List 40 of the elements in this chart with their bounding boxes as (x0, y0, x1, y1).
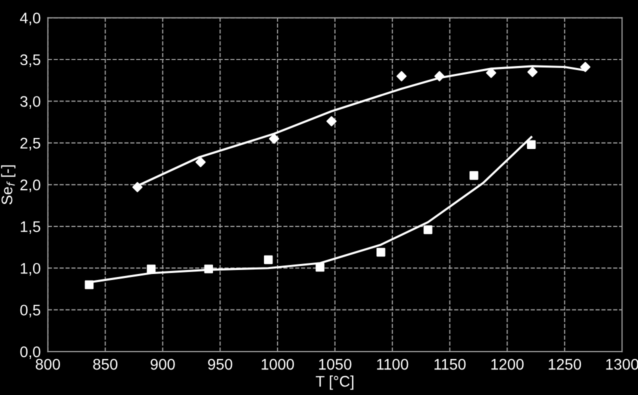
point (527, 66, 538, 78)
point (396, 71, 407, 82)
y-tick-label: 0,5 (20, 304, 40, 318)
x-tick-label: 950 (208, 358, 232, 370)
x-tick-label: 1100 (377, 358, 408, 370)
y-tick-label: 2,0 (20, 180, 40, 192)
x-tick-label: 1200 (491, 358, 524, 370)
y-tick-label: 1,5 (20, 221, 40, 234)
y-tick-label: 0,0 (20, 346, 40, 360)
point (264, 255, 273, 264)
point (486, 68, 496, 78)
x-tick-label: 1300 (606, 358, 638, 370)
x-tick-label: 800 (36, 358, 60, 370)
point (434, 71, 445, 82)
y-axis-title: Se$_{f}$ [-] (1, 165, 16, 204)
point (376, 248, 386, 257)
x-tick-label: 1250 (548, 358, 582, 370)
x-tick-label: 850 (93, 358, 118, 370)
point (196, 157, 206, 168)
y-tick-label: 3,5 (20, 54, 40, 67)
x-tick-label: 1050 (319, 358, 352, 370)
x-tick-label: 1000 (262, 358, 294, 370)
y-tick-label: 2,5 (20, 138, 40, 150)
y-tick-label: 1,0 (20, 262, 40, 276)
point (526, 140, 536, 149)
point (132, 182, 143, 192)
point (84, 280, 94, 290)
point (424, 225, 432, 234)
x-tick-label: 900 (150, 358, 175, 370)
point (146, 264, 156, 274)
y-tick-label: 3,0 (20, 96, 40, 109)
point (204, 264, 213, 274)
point (316, 262, 324, 272)
x-axis-title: T [°C] (316, 376, 354, 390)
x-tick-label: 1150 (434, 358, 466, 370)
point (470, 171, 478, 180)
point (326, 116, 337, 126)
y-tick-label: 4,0 (20, 12, 40, 26)
point (269, 134, 280, 144)
point (580, 62, 590, 72)
